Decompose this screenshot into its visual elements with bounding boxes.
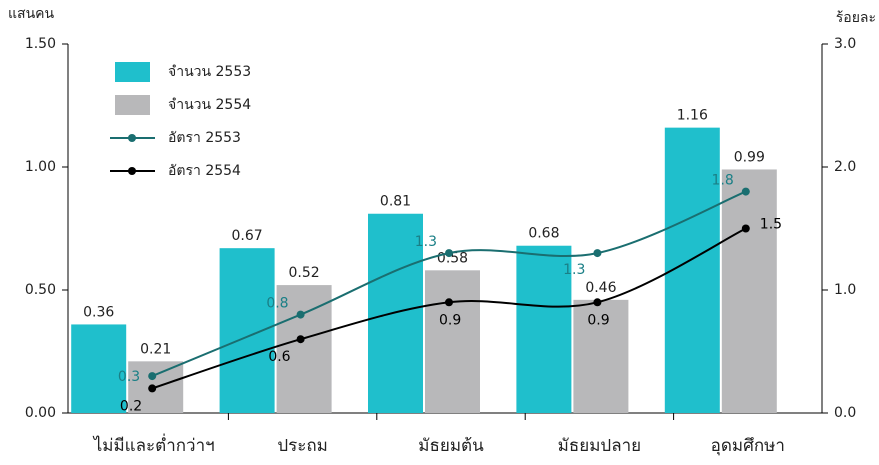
bar-value-label: 0.68: [528, 226, 559, 242]
line-value-label: 1.3: [563, 262, 585, 278]
line-marker: [741, 224, 750, 233]
bar-value-label: 1.16: [677, 108, 708, 124]
line-value-label: 0.2: [120, 398, 142, 414]
legend-marker: [128, 134, 136, 142]
y-tick-label: 0.50: [25, 282, 56, 298]
legend-label: จำนวน 2554: [168, 97, 251, 113]
bar-value-label: 0.46: [585, 280, 616, 296]
line-value-label: 1.5: [760, 217, 782, 233]
y-axis-title: แสนคน: [8, 6, 55, 22]
y-tick-label: 1.50: [25, 36, 56, 52]
x-tick-label: ไม่มีและต่ำกว่าฯ: [92, 433, 215, 456]
legend-swatch: [115, 95, 150, 115]
line-value-label: 0.3: [118, 369, 140, 385]
line-value-label: 0.9: [439, 312, 461, 328]
legend-label: จำนวน 2553: [168, 64, 251, 80]
bar-value-label: 0.52: [289, 265, 320, 281]
line-marker: [445, 298, 453, 307]
bar: [219, 248, 275, 413]
bar: [71, 324, 127, 413]
bar: [425, 270, 480, 413]
line-value-label: 0.8: [266, 296, 288, 312]
x-tick-label: มัธยมต้น: [418, 436, 484, 456]
line-value-label: 1.3: [415, 234, 437, 250]
line-marker: [593, 298, 602, 307]
line-value-label: 0.6: [268, 349, 290, 365]
y2-tick-label: 3.0: [834, 36, 856, 52]
bar-value-label: 0.36: [83, 304, 114, 320]
line-marker: [148, 384, 157, 393]
line-marker: [741, 187, 750, 196]
bar-value-label: 0.21: [140, 341, 171, 357]
y2-axis-title: ร้อยละ: [836, 10, 876, 26]
line-marker: [296, 310, 305, 319]
y2-tick-label: 2.0: [834, 159, 856, 175]
bar-value-label: 0.99: [734, 149, 765, 165]
bar: [721, 169, 777, 413]
x-tick-label: มัธยมปลาย: [558, 436, 641, 456]
bar: [516, 245, 572, 413]
legend-label: อัตรา 2554: [168, 163, 241, 179]
y2-tick-label: 1.0: [834, 282, 856, 298]
line-marker: [593, 249, 602, 258]
bar: [664, 127, 720, 413]
legend-marker: [128, 167, 136, 175]
y2-tick-label: 0.0: [834, 405, 856, 421]
line-marker: [148, 372, 157, 381]
x-tick-label: อุดมศึกษา: [711, 436, 785, 456]
y-tick-label: 1.00: [25, 159, 56, 175]
bar-value-label: 0.67: [232, 228, 263, 244]
line-marker: [445, 249, 453, 258]
line-value-label: 0.9: [587, 312, 609, 328]
line-marker: [296, 335, 305, 344]
y-tick-label: 0.00: [25, 405, 56, 421]
legend-label: อัตรา 2553: [168, 130, 241, 146]
x-tick-label: ประถม: [277, 436, 328, 456]
legend-swatch: [115, 62, 150, 82]
bar: [573, 299, 629, 413]
bar: [276, 285, 332, 413]
line-value-label: 1.8: [712, 173, 734, 189]
bar-value-label: 0.81: [380, 194, 411, 210]
